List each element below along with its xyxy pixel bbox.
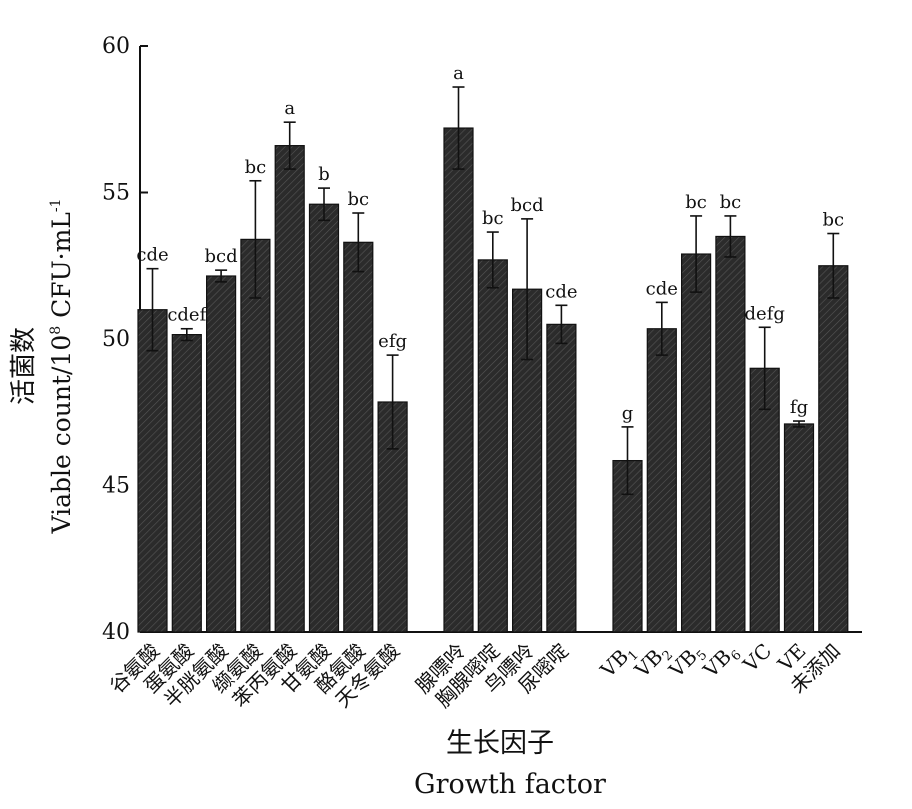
significance-label: cde: [545, 281, 577, 302]
significance-label: defg: [745, 303, 785, 324]
significance-label: cdef: [167, 305, 207, 326]
significance-label: g: [622, 403, 634, 424]
significance-label: a: [284, 98, 295, 119]
category-label-main: VB: [698, 644, 736, 682]
bar: [343, 241, 374, 633]
y-tick-label: 40: [102, 620, 130, 645]
y-axis-title-exp: 8: [48, 326, 64, 335]
bars: [137, 86, 849, 633]
y-axis-title-cn: 活菌数: [9, 327, 39, 405]
bar: [274, 145, 305, 633]
significance-label: bc: [685, 192, 707, 213]
significance-label: bc: [720, 192, 742, 213]
bar: [546, 323, 577, 633]
bar: [783, 423, 815, 633]
y-axis-title-unit-exp: -1: [48, 198, 64, 212]
bar: [749, 367, 780, 633]
bar: [171, 334, 202, 633]
significance-label: bcd: [205, 246, 238, 267]
y-tick-label: 45: [102, 474, 130, 499]
category-label-main: VB: [595, 644, 633, 682]
y-tick-label: 55: [102, 181, 130, 206]
significance-label: bc: [347, 189, 369, 210]
category-label-main: VB: [663, 644, 701, 682]
bar: [308, 203, 340, 633]
y-axis-title-en: Viable count/108 CFU·mL-1: [47, 198, 76, 534]
y-axis-title-unit: CFU·mL: [47, 212, 76, 326]
significance-label: bc: [482, 208, 504, 229]
category-label: VC: [738, 639, 777, 678]
x-axis-title-en: Growth factor: [414, 769, 606, 800]
significance-label: a: [453, 63, 464, 84]
category-label: VB6: [698, 639, 745, 686]
bar: [646, 328, 677, 633]
y-tick-label: 60: [102, 34, 130, 59]
significance-label: bcd: [511, 195, 544, 216]
significance-label: fg: [790, 397, 808, 418]
bar: [137, 309, 168, 633]
bar: [443, 127, 474, 633]
significance-label: cde: [136, 245, 168, 266]
category-label-main: VB: [629, 644, 667, 682]
bar: [715, 235, 746, 633]
bar: [477, 259, 508, 633]
significance-label: bc: [822, 210, 844, 231]
significance-label: b: [318, 164, 330, 185]
x-axis-title-cn: 生长因子: [446, 728, 554, 759]
significance-label: efg: [378, 331, 407, 352]
y-axis-title-main: Viable count/10: [47, 335, 76, 535]
bar: [680, 253, 712, 633]
bar: [240, 238, 271, 633]
bar: [206, 275, 237, 633]
significance-label: bc: [245, 157, 267, 178]
significance-label: cde: [646, 278, 678, 299]
y-tick-label: 50: [102, 327, 130, 352]
bar: [818, 265, 849, 633]
